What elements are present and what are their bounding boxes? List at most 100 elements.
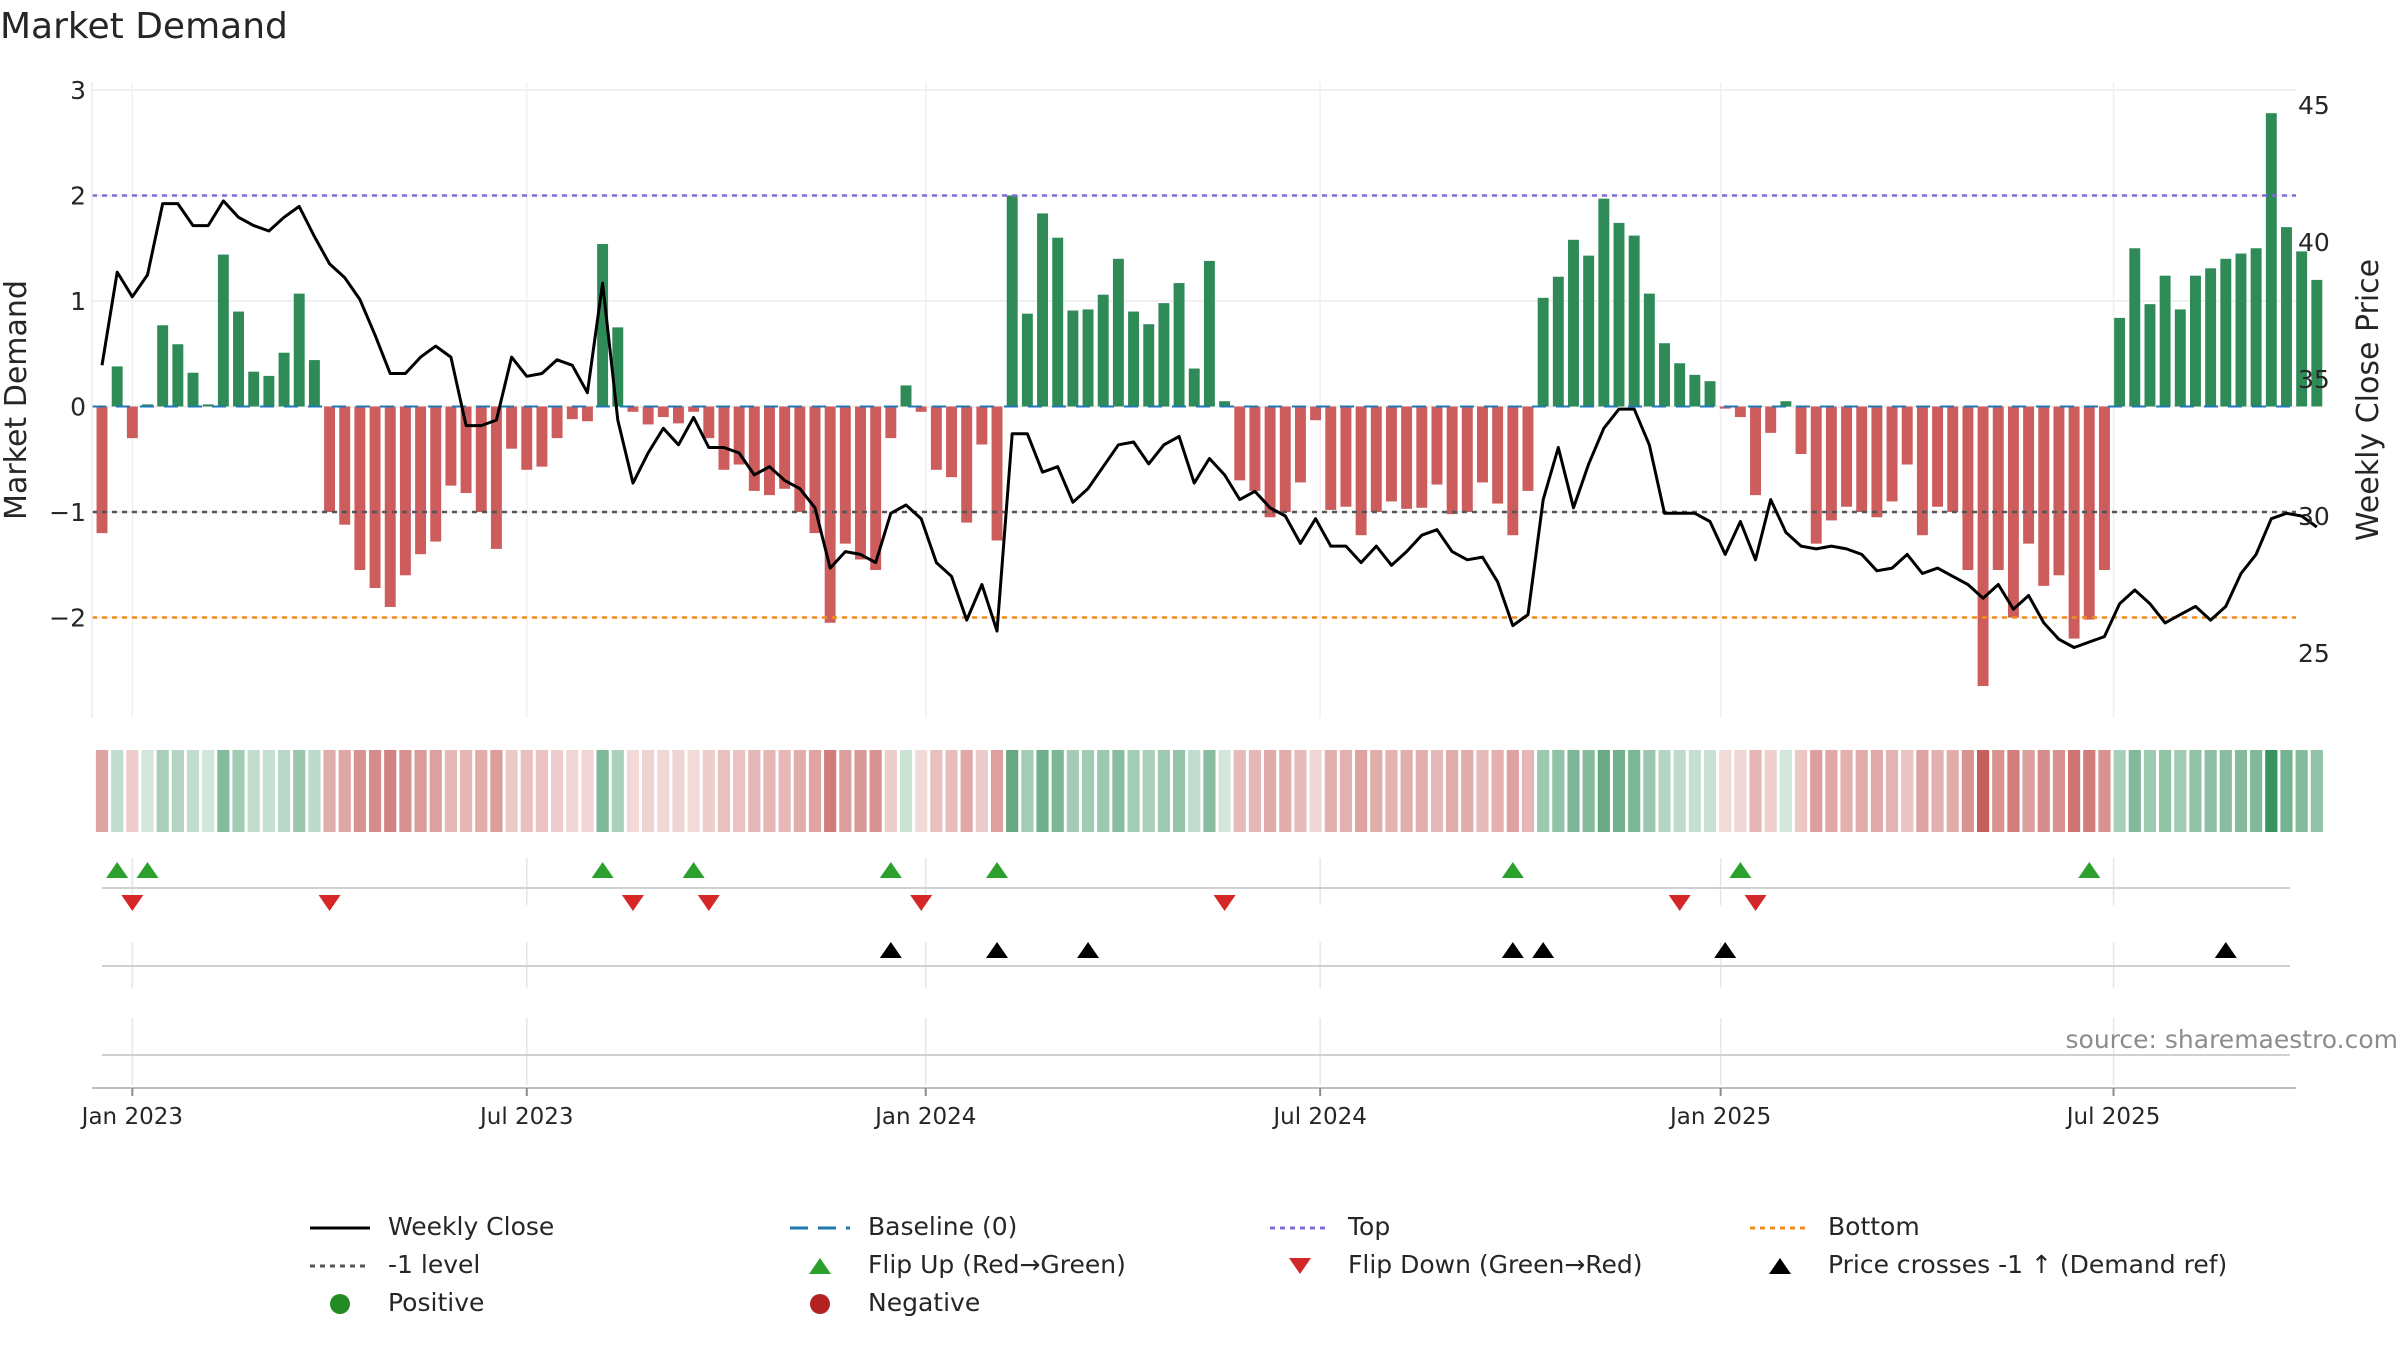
demand-bar xyxy=(1203,260,1215,407)
heat-cell xyxy=(1810,750,1823,832)
demand-bar xyxy=(1552,276,1564,407)
demand-bar xyxy=(2144,304,2156,407)
demand-bar xyxy=(263,375,275,407)
heat-cell xyxy=(1537,750,1550,832)
demand-bar xyxy=(1977,406,1989,687)
heat-cell xyxy=(733,750,746,832)
right-axis-label: Weekly Close Price xyxy=(2351,259,2386,541)
demand-bar xyxy=(930,406,942,470)
heat-cell xyxy=(763,750,776,832)
demand-bar xyxy=(1355,406,1367,536)
demand-bar xyxy=(187,372,199,407)
heat-cell xyxy=(1036,750,1049,832)
demand-bar xyxy=(961,406,973,523)
heat-cell xyxy=(1794,750,1808,832)
heat-cell xyxy=(566,750,579,832)
heat-cell xyxy=(520,750,533,832)
right-tick-label: 45 xyxy=(2298,91,2330,120)
legend-label: Flip Down (Green→Red) xyxy=(1348,1250,1643,1279)
right-tick-label: 25 xyxy=(2298,639,2330,668)
demand-bar xyxy=(1598,198,1610,407)
demand-bar xyxy=(1370,406,1382,512)
heat-cell xyxy=(717,750,731,832)
heat-cell xyxy=(1188,750,1201,832)
demand-bar xyxy=(1279,406,1291,512)
demand-bar xyxy=(2265,113,2277,407)
demand-bar xyxy=(1173,283,1185,407)
heat-cell xyxy=(126,750,139,832)
flip-down-marker xyxy=(1213,895,1236,911)
demand-bar xyxy=(2083,406,2095,620)
demand-bar xyxy=(1143,324,1155,407)
demand-bar xyxy=(991,406,1003,541)
legend-flip-up: Flip Up (Red→Green) xyxy=(790,1250,1126,1279)
reference-lines xyxy=(92,194,2296,619)
heat-cell xyxy=(1218,750,1231,832)
demand-bar xyxy=(1628,235,1640,407)
demand-bar xyxy=(293,293,305,407)
heat-cell xyxy=(1279,750,1292,832)
heat-cell xyxy=(308,750,321,832)
x-axis: Jan 2023 Jul 2023 Jan 2024 Jul 2024 Jan 2025… xyxy=(80,1087,2296,1130)
demand-bar xyxy=(551,406,563,439)
heat-cell xyxy=(2189,750,2202,832)
heat-cell xyxy=(1992,750,2005,832)
heat-cell xyxy=(444,750,457,832)
demand-bar xyxy=(1021,313,1033,407)
heat-cell xyxy=(2204,750,2217,832)
weekly-close-line xyxy=(100,199,2318,649)
demand-bar xyxy=(2129,248,2141,407)
demand-bar xyxy=(1795,406,1807,454)
demand-bar xyxy=(2220,258,2232,407)
demand-bar xyxy=(1613,222,1625,407)
legend-baseline: Baseline (0) xyxy=(790,1212,1017,1241)
heat-cell xyxy=(1703,750,1717,832)
heat-cell xyxy=(368,750,382,832)
heat-cell xyxy=(1719,750,1732,832)
heat-cell xyxy=(186,750,200,832)
x-tick-label: Jan 2025 xyxy=(1668,1104,1771,1130)
demand-bar xyxy=(2250,248,2262,407)
demand-bar xyxy=(1507,406,1519,536)
demand-bar xyxy=(1962,406,1974,571)
demand-bar xyxy=(1780,401,1792,407)
flip-up-marker xyxy=(106,862,129,878)
demand-bar xyxy=(142,404,153,407)
x-tick-label: Jul 2023 xyxy=(478,1104,574,1130)
heat-cell xyxy=(1248,750,1262,832)
demand-bar xyxy=(1750,406,1761,496)
demand-bar xyxy=(1082,309,1094,407)
legend-flip-down: Flip Down (Green→Red) xyxy=(1270,1250,1643,1279)
heat-cell xyxy=(1673,750,1686,832)
heat-cell xyxy=(2265,750,2278,832)
right-tick-label: 35 xyxy=(2298,365,2330,394)
flip-down-marker xyxy=(318,895,341,911)
heat-cell xyxy=(262,750,275,832)
demand-bar xyxy=(2038,406,2050,586)
demand-bars xyxy=(96,113,2323,687)
heat-cell xyxy=(490,750,503,832)
heat-cell xyxy=(1385,750,1398,832)
demand-bar xyxy=(308,360,320,407)
price-cross-marker xyxy=(1077,942,1100,958)
heat-cell xyxy=(672,750,685,832)
demand-bar xyxy=(460,406,472,494)
heat-cell xyxy=(1688,750,1701,832)
left-axis-label: Market Demand xyxy=(0,280,34,520)
heat-cell xyxy=(1855,750,1868,832)
demand-bar xyxy=(1689,374,1701,407)
demand-bar xyxy=(248,371,260,407)
demand-bar xyxy=(172,344,184,407)
heat-cell xyxy=(1643,750,1656,832)
heat-cell xyxy=(1203,750,1216,832)
demand-bar xyxy=(915,406,927,412)
heat-cell xyxy=(551,750,564,832)
heat-cell xyxy=(854,750,867,832)
demand-bar xyxy=(369,406,381,588)
demand-bar xyxy=(976,406,988,445)
heat-cell xyxy=(1825,750,1838,832)
left-tick-label: 2 xyxy=(70,182,86,211)
demand-bar xyxy=(1310,406,1322,421)
heat-cell xyxy=(2083,750,2096,832)
heat-cell xyxy=(1097,750,1110,832)
